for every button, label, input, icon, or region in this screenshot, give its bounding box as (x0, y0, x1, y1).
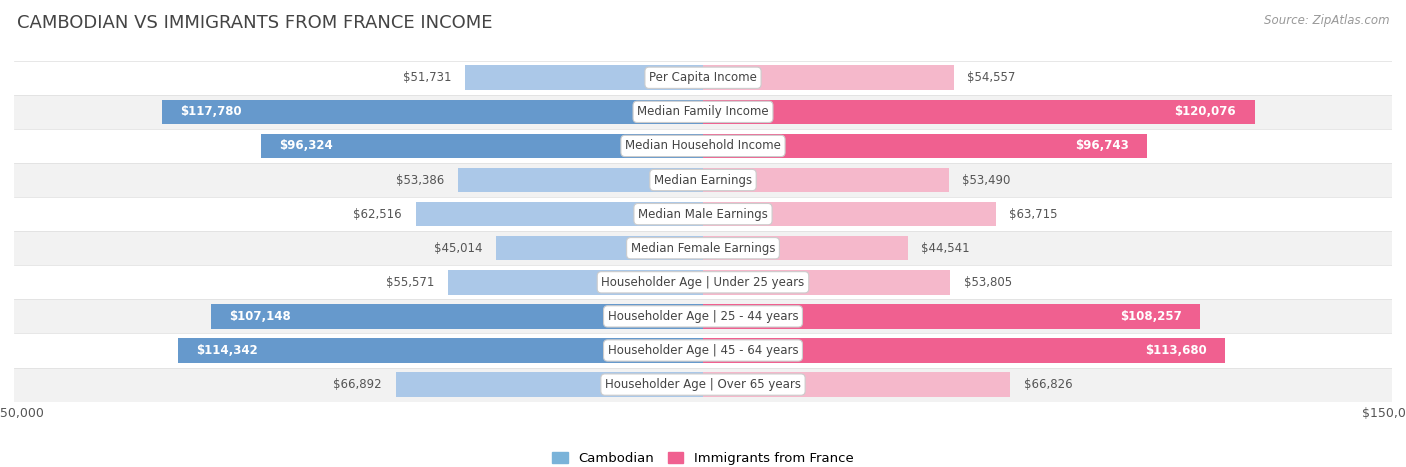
Bar (14, 95, 1392, 129)
Text: $54,557: $54,557 (967, 71, 1015, 84)
Text: Householder Age | 45 - 64 years: Householder Age | 45 - 64 years (607, 344, 799, 357)
Bar (395, 372, 703, 397)
Text: CAMBODIAN VS IMMIGRANTS FROM FRANCE INCOME: CAMBODIAN VS IMMIGRANTS FROM FRANCE INCO… (17, 14, 492, 32)
Text: Median Earnings: Median Earnings (654, 174, 752, 186)
Bar (703, 99, 1254, 124)
Bar (260, 134, 703, 158)
Text: $63,715: $63,715 (1010, 208, 1057, 220)
Legend: Cambodian, Immigrants from France: Cambodian, Immigrants from France (547, 446, 859, 467)
Bar (14, 129, 1392, 163)
Bar (14, 61, 1392, 95)
Text: Median Male Earnings: Median Male Earnings (638, 208, 768, 220)
Bar (211, 304, 703, 329)
Text: Median Family Income: Median Family Income (637, 106, 769, 118)
Bar (416, 202, 703, 226)
Bar (14, 163, 1392, 197)
Bar (14, 197, 1392, 231)
Text: $55,571: $55,571 (385, 276, 434, 289)
Bar (703, 202, 995, 226)
Text: $51,731: $51,731 (404, 71, 451, 84)
Bar (703, 270, 950, 295)
Text: $53,490: $53,490 (963, 174, 1011, 186)
Bar (458, 168, 703, 192)
Bar (14, 299, 1392, 333)
Text: $117,780: $117,780 (180, 106, 242, 118)
Text: $96,743: $96,743 (1076, 140, 1129, 152)
Text: $107,148: $107,148 (229, 310, 291, 323)
Text: $53,805: $53,805 (965, 276, 1012, 289)
Bar (703, 236, 908, 261)
Bar (14, 333, 1392, 368)
Text: Householder Age | Under 25 years: Householder Age | Under 25 years (602, 276, 804, 289)
Bar (447, 270, 703, 295)
Text: $96,324: $96,324 (278, 140, 333, 152)
Text: Median Household Income: Median Household Income (626, 140, 780, 152)
Text: $44,541: $44,541 (921, 242, 970, 255)
Text: Householder Age | Over 65 years: Householder Age | Over 65 years (605, 378, 801, 391)
Text: $53,386: $53,386 (395, 174, 444, 186)
Bar (703, 134, 1147, 158)
Text: $114,342: $114,342 (197, 344, 257, 357)
Text: $62,516: $62,516 (353, 208, 402, 220)
Bar (703, 372, 1010, 397)
Bar (703, 168, 949, 192)
Text: Householder Age | 25 - 44 years: Householder Age | 25 - 44 years (607, 310, 799, 323)
Bar (703, 338, 1225, 363)
Bar (14, 368, 1392, 402)
Bar (162, 99, 703, 124)
Bar (703, 304, 1201, 329)
Text: $45,014: $45,014 (434, 242, 482, 255)
Bar (703, 65, 953, 90)
Bar (177, 338, 703, 363)
Text: $66,892: $66,892 (333, 378, 382, 391)
Bar (465, 65, 703, 90)
Text: $120,076: $120,076 (1174, 106, 1236, 118)
Text: Median Female Earnings: Median Female Earnings (631, 242, 775, 255)
Bar (14, 265, 1392, 299)
Text: $108,257: $108,257 (1121, 310, 1182, 323)
Text: Source: ZipAtlas.com: Source: ZipAtlas.com (1264, 14, 1389, 27)
Text: $66,826: $66,826 (1024, 378, 1073, 391)
Bar (496, 236, 703, 261)
Bar (14, 231, 1392, 265)
Text: $113,680: $113,680 (1144, 344, 1206, 357)
Text: Per Capita Income: Per Capita Income (650, 71, 756, 84)
